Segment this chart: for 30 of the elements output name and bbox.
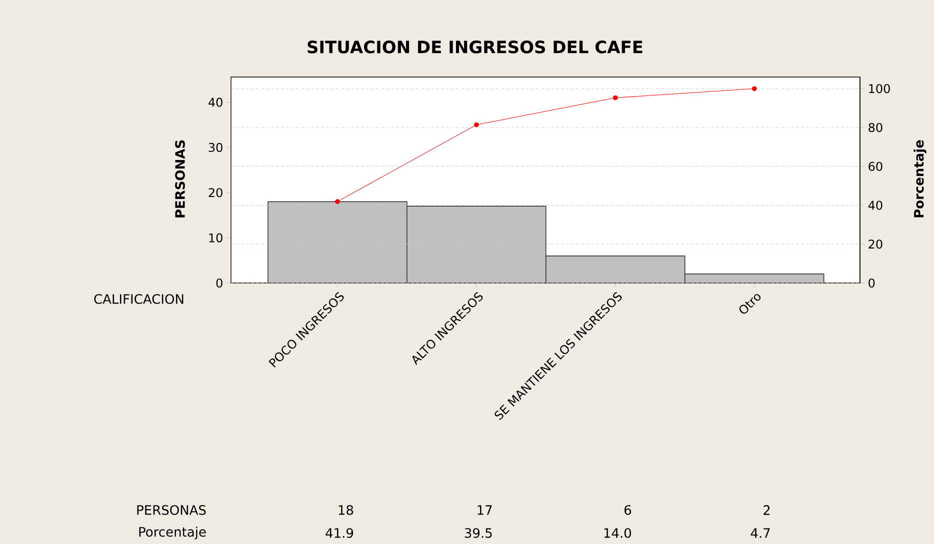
text: Porcentaje — [139, 526, 206, 540]
data-label: 6 — [624, 505, 632, 515]
text: 4.7 — [750, 528, 770, 538]
y-tick-label: 20 — [208, 188, 222, 198]
y2-axis-title: Porcentaje — [914, 140, 926, 218]
point — [612, 95, 618, 100]
chart-title: SITUACION DE INGRESOS DEL CAFE — [308, 40, 642, 54]
y2-tick-label: 0 — [868, 278, 875, 288]
y-tick-label: 10 — [209, 233, 222, 242]
y2-tick-label: 100 — [869, 84, 890, 94]
data-label: 17 — [478, 505, 492, 515]
y2-tick-label: 20 — [868, 240, 882, 249]
text: PERSONAS — [137, 505, 206, 515]
text: 41.9 — [326, 528, 354, 538]
x-tick-label: Otro — [739, 294, 761, 314]
y2-tick-label: 60 — [868, 162, 882, 171]
y-tick-label: 30 — [208, 142, 222, 152]
data-label: 2 — [764, 505, 770, 515]
y-axis-title: PERSONAS — [175, 140, 185, 218]
x-axis-title: CALIFICACION — [94, 294, 184, 304]
data-label: 18 — [338, 505, 354, 515]
point — [474, 122, 479, 128]
y2-tick-label: 40 — [868, 200, 882, 210]
y-tick-label: 40 — [208, 98, 222, 107]
point — [335, 199, 340, 204]
y2-tick-label: 80 — [868, 122, 882, 132]
text: 39.5 — [464, 528, 492, 538]
point — [752, 86, 757, 92]
y-tick-label: 0 — [216, 278, 222, 288]
text: 14.0 — [604, 528, 631, 538]
